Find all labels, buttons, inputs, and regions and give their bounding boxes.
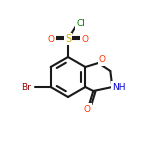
- Text: O: O: [99, 55, 106, 64]
- Text: NH: NH: [113, 83, 126, 92]
- Text: Br: Br: [21, 83, 31, 92]
- Text: O: O: [81, 35, 88, 43]
- Text: S: S: [65, 34, 71, 44]
- Text: O: O: [84, 105, 91, 114]
- Text: Cl: Cl: [77, 19, 85, 29]
- Text: O: O: [47, 35, 55, 43]
